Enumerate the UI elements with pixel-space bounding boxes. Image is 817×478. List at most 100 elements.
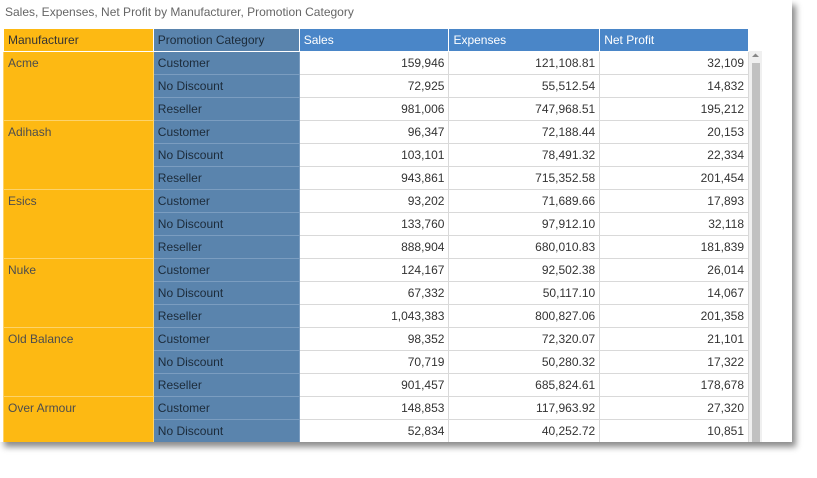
net-profit-cell: 195,212: [599, 97, 749, 121]
sales-cell: 133,760: [298, 212, 450, 236]
table-row: Reseller 943,861 715,352.58 201,454: [4, 166, 749, 190]
manufacturer-cell: Acme: [3, 51, 154, 121]
sales-cell: 901,457: [298, 373, 450, 397]
table-row: No Discount 103,101 78,491.32 22,334: [4, 143, 749, 167]
table-row: Reseller 888,904 680,010.83 181,839: [4, 235, 749, 259]
sales-cell: 943,861: [298, 166, 450, 190]
table-row: Over Armour Customer 148,853 117,963.92 27,3…: [3, 396, 749, 442]
table-body: Acme Customer 159,946 121,108.81 32,109 No Di…: [3, 51, 749, 442]
net-profit-cell: 17,322: [599, 350, 749, 374]
scrollbar[interactable]: [749, 51, 762, 442]
promotion-category-cell: No Discount: [152, 212, 300, 236]
report-title: Sales, Expenses, Net Profit by Manufactu…: [5, 5, 354, 19]
expenses-cell: 97,912.10: [448, 212, 601, 236]
table-row: Esics Customer 93,202 71,689.66 17,893: [3, 189, 749, 259]
net-profit-cell: 21,101: [599, 327, 749, 351]
table-row: Adihash Customer 96,347 72,188.44 20,153: [3, 120, 749, 190]
expenses-cell: 55,512.54: [448, 74, 601, 98]
expenses-cell: 78,491.32: [448, 143, 601, 167]
net-profit-cell: 201,454: [599, 166, 749, 190]
promotion-category-cell: Reseller: [152, 304, 300, 328]
sales-cell: 96,347: [298, 120, 450, 144]
net-profit-cell: 181,839: [599, 235, 749, 259]
column-header[interactable]: Net Profit: [599, 28, 749, 52]
promotion-category-cell: Reseller: [152, 166, 300, 190]
manufacturer-cell: Old Balance: [3, 327, 154, 397]
expenses-cell: 50,117.10: [448, 281, 601, 305]
expenses-cell: 92,502.38: [448, 258, 601, 282]
column-header[interactable]: Expenses: [448, 28, 601, 52]
net-profit-cell: 10,851: [599, 419, 749, 442]
sales-cell: 1,043,383: [298, 304, 450, 328]
sales-cell: 888,904: [298, 235, 450, 259]
sales-cell: 103,101: [298, 143, 450, 167]
promotion-category-cell: Customer: [152, 189, 300, 213]
scroll-thumb[interactable]: [752, 63, 760, 442]
column-header[interactable]: Promotion Category: [152, 28, 300, 52]
column-header[interactable]: Sales: [298, 28, 450, 52]
manufacturer-cell: Over Armour: [3, 396, 154, 442]
net-profit-cell: 32,109: [599, 51, 749, 75]
table-row: Reseller 981,006 747,968.51 195,212: [4, 97, 749, 121]
promotion-category-cell: No Discount: [152, 281, 300, 305]
table-row: Reseller 901,457 685,824.61 178,678: [4, 373, 749, 397]
promotion-category-cell: Customer: [152, 51, 300, 75]
promotion-category-cell: Customer: [152, 120, 300, 144]
table-row: Nuke Customer 124,167 92,502.38 26,014: [3, 258, 749, 328]
expenses-cell: 40,252.72: [448, 419, 601, 442]
promotion-category-cell: Reseller: [152, 235, 300, 259]
report-panel: Sales, Expenses, Net Profit by Manufactu…: [3, 5, 762, 442]
expenses-cell: 800,827.06: [448, 304, 601, 328]
expenses-cell: 72,320.07: [448, 327, 601, 351]
net-profit-cell: 201,358: [599, 304, 749, 328]
manufacturer-cell: Nuke: [3, 258, 154, 328]
sales-cell: 981,006: [298, 97, 450, 121]
table-row: Old Balance Customer 98,352 72,320.07 21,101: [3, 327, 749, 397]
promotion-category-cell: Reseller: [152, 97, 300, 121]
table-row: No Discount 72,925 55,512.54 14,832: [4, 74, 749, 98]
expenses-cell: 685,824.61: [448, 373, 601, 397]
expenses-cell: 680,010.83: [448, 235, 601, 259]
sales-cell: 98,352: [298, 327, 450, 351]
manufacturer-cell: Esics: [3, 189, 154, 259]
promotion-category-cell: Customer: [152, 258, 300, 282]
expenses-cell: 121,108.81: [448, 51, 601, 75]
net-profit-cell: 26,014: [599, 258, 749, 282]
scroll-up-arrow[interactable]: [749, 51, 762, 61]
net-profit-cell: 20,153: [599, 120, 749, 144]
expenses-cell: 71,689.66: [448, 189, 601, 213]
table-row: No Discount 52,834 40,252.72 10,851: [4, 419, 749, 442]
promotion-category-cell: Customer: [152, 327, 300, 351]
net-profit-cell: 27,320: [599, 396, 749, 420]
manufacturer-cell: Adihash: [3, 120, 154, 190]
sales-cell: 67,332: [298, 281, 450, 305]
header-row: Manufacturer Promotion Category Sales Expen…: [3, 28, 749, 52]
net-profit-cell: 17,893: [599, 189, 749, 213]
sales-cell: 124,167: [298, 258, 450, 282]
sales-cell: 70,719: [298, 350, 450, 374]
expenses-cell: 117,963.92: [448, 396, 601, 420]
expenses-cell: 747,968.51: [448, 97, 601, 121]
net-profit-cell: 32,118: [599, 212, 749, 236]
sales-cell: 93,202: [298, 189, 450, 213]
expenses-cell: 72,188.44: [448, 120, 601, 144]
table-row: No Discount 67,332 50,117.10 14,067: [4, 281, 749, 305]
sales-cell: 72,925: [298, 74, 450, 98]
sales-cell: 52,834: [298, 419, 450, 442]
column-header[interactable]: Manufacturer: [3, 28, 154, 52]
promotion-category-cell: No Discount: [152, 350, 300, 374]
table-viewport: Manufacturer Promotion Category Sales Expen…: [3, 28, 749, 442]
expenses-cell: 715,352.58: [448, 166, 601, 190]
promotion-category-cell: Reseller: [152, 373, 300, 397]
net-profit-cell: 22,334: [599, 143, 749, 167]
sales-cell: 159,946: [298, 51, 450, 75]
pivot-table: Manufacturer Promotion Category Sales Expen…: [3, 28, 749, 442]
sales-cell: 148,853: [298, 396, 450, 420]
promotion-category-cell: Customer: [152, 396, 300, 420]
net-profit-cell: 178,678: [599, 373, 749, 397]
table-row: No Discount 70,719 50,280.32 17,322: [4, 350, 749, 374]
promotion-category-cell: No Discount: [152, 419, 300, 442]
expenses-cell: 50,280.32: [448, 350, 601, 374]
table-row: Acme Customer 159,946 121,108.81 32,109: [3, 51, 749, 121]
